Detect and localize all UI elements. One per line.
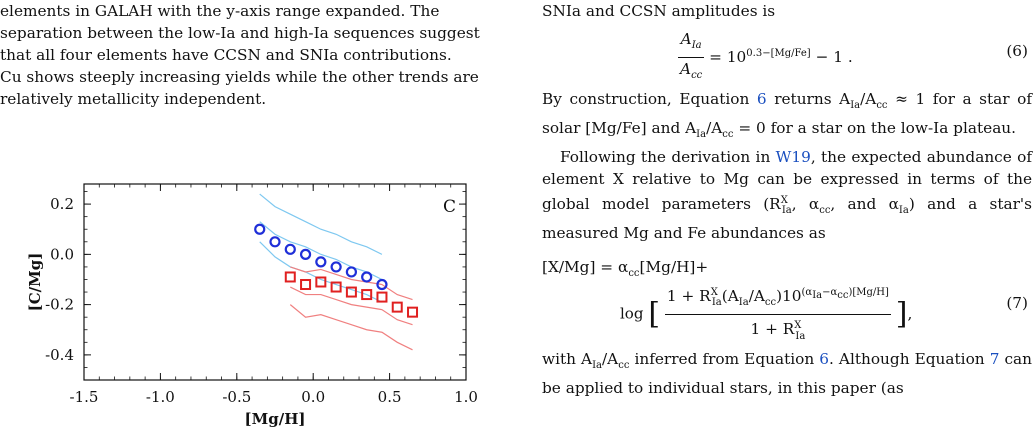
data-point-square: [315, 276, 327, 288]
data-point-square: [361, 289, 373, 301]
data-point-circle: [376, 278, 388, 291]
data-point-square: [407, 306, 419, 318]
data-point-circle: [299, 248, 312, 260]
w19-citation-link[interactable]: W19: [775, 148, 811, 167]
data-point-circle: [361, 271, 373, 283]
band-line: [259, 241, 383, 303]
caption-line: Cu shows steeply increasing yields while…: [0, 68, 479, 86]
figure-caption: elements in GALAH with the y-axis range …: [0, 0, 490, 110]
data-point-circle: [330, 261, 342, 273]
equation-6: AIa Acc = 100.3−[Mg/Fe] − 1 . (6): [678, 30, 1028, 82]
plot-frame: [83, 183, 467, 381]
chart-c-mg: -1.5 -1.0 -0.5 0.0 0.5 1.0 0.2 0.0 -0.2 -0.4 [Mg/H…: [26, 183, 478, 428]
data-point-square: [330, 281, 342, 293]
x-tick-label: -0.5: [222, 388, 251, 406]
band-line: [290, 286, 413, 326]
data-point-circle: [269, 236, 281, 248]
caption-line: separation between the low-Ia and high-I…: [0, 24, 480, 42]
data-point-square: [345, 286, 357, 298]
caption-line: relatively metallicity independent.: [0, 90, 267, 108]
data-point-circle: [345, 266, 357, 278]
paragraph-following: with AIa/Acc inferred from Equation 6. A…: [542, 350, 1033, 398]
y-tick-label: 0.2: [50, 195, 74, 213]
equation-6-link[interactable]: 6: [819, 350, 829, 369]
equation-7: [X/Mg] = αcc[Mg/H]+ log [ 1 + RXIa(AIa/A…: [542, 258, 1028, 342]
data-point-square: [284, 271, 296, 283]
band-line: [259, 193, 383, 255]
panel-label: C: [443, 197, 456, 217]
y-tick-label: -0.2: [45, 296, 74, 314]
equation-6-number: (6): [1006, 42, 1028, 60]
data-point-square: [391, 301, 403, 313]
left-column: elements in GALAH with the y-axis range …: [0, 0, 490, 110]
equation-7-number: (7): [1006, 294, 1028, 313]
data-point-square: [300, 279, 312, 291]
data-point-circle: [315, 256, 327, 268]
x-axis-label: [Mg/H]: [245, 410, 306, 428]
band-line: [289, 304, 413, 351]
caption-line: that all four elements have CCSN and SNI…: [0, 46, 452, 64]
right-column: SNIa and CCSN amplitudes is AIa Acc = 100…: [542, 0, 1032, 399]
paragraph-construction: By construction, Equation 6 returns AIa/…: [542, 90, 1033, 141]
data-point-square: [376, 291, 388, 303]
x-tick-label: 0.5: [378, 388, 402, 406]
equation-7-link[interactable]: 7: [989, 350, 1000, 369]
x-tick-label: 0.0: [301, 388, 325, 406]
data-point-circle: [254, 223, 266, 235]
band-line: [259, 221, 383, 281]
equation-6-link[interactable]: 6: [756, 90, 767, 108]
x-tick-label: -1.5: [70, 388, 99, 406]
y-axis-label: [C/Mg]: [26, 253, 44, 312]
paragraph-derivation: Following the derivation in W19, the exp…: [542, 148, 1032, 243]
x-tick-label: -1.0: [146, 388, 175, 406]
y-tick-label: -0.4: [45, 346, 74, 364]
x-tick-label: 1.0: [454, 388, 478, 406]
caption-line: elements in GALAH with the y-axis range …: [0, 2, 440, 20]
band-line: [290, 266, 413, 301]
intro-line: SNIa and CCSN amplitudes is: [542, 2, 776, 20]
y-tick-label: 0.0: [50, 245, 74, 263]
data-point-circle: [284, 243, 296, 255]
